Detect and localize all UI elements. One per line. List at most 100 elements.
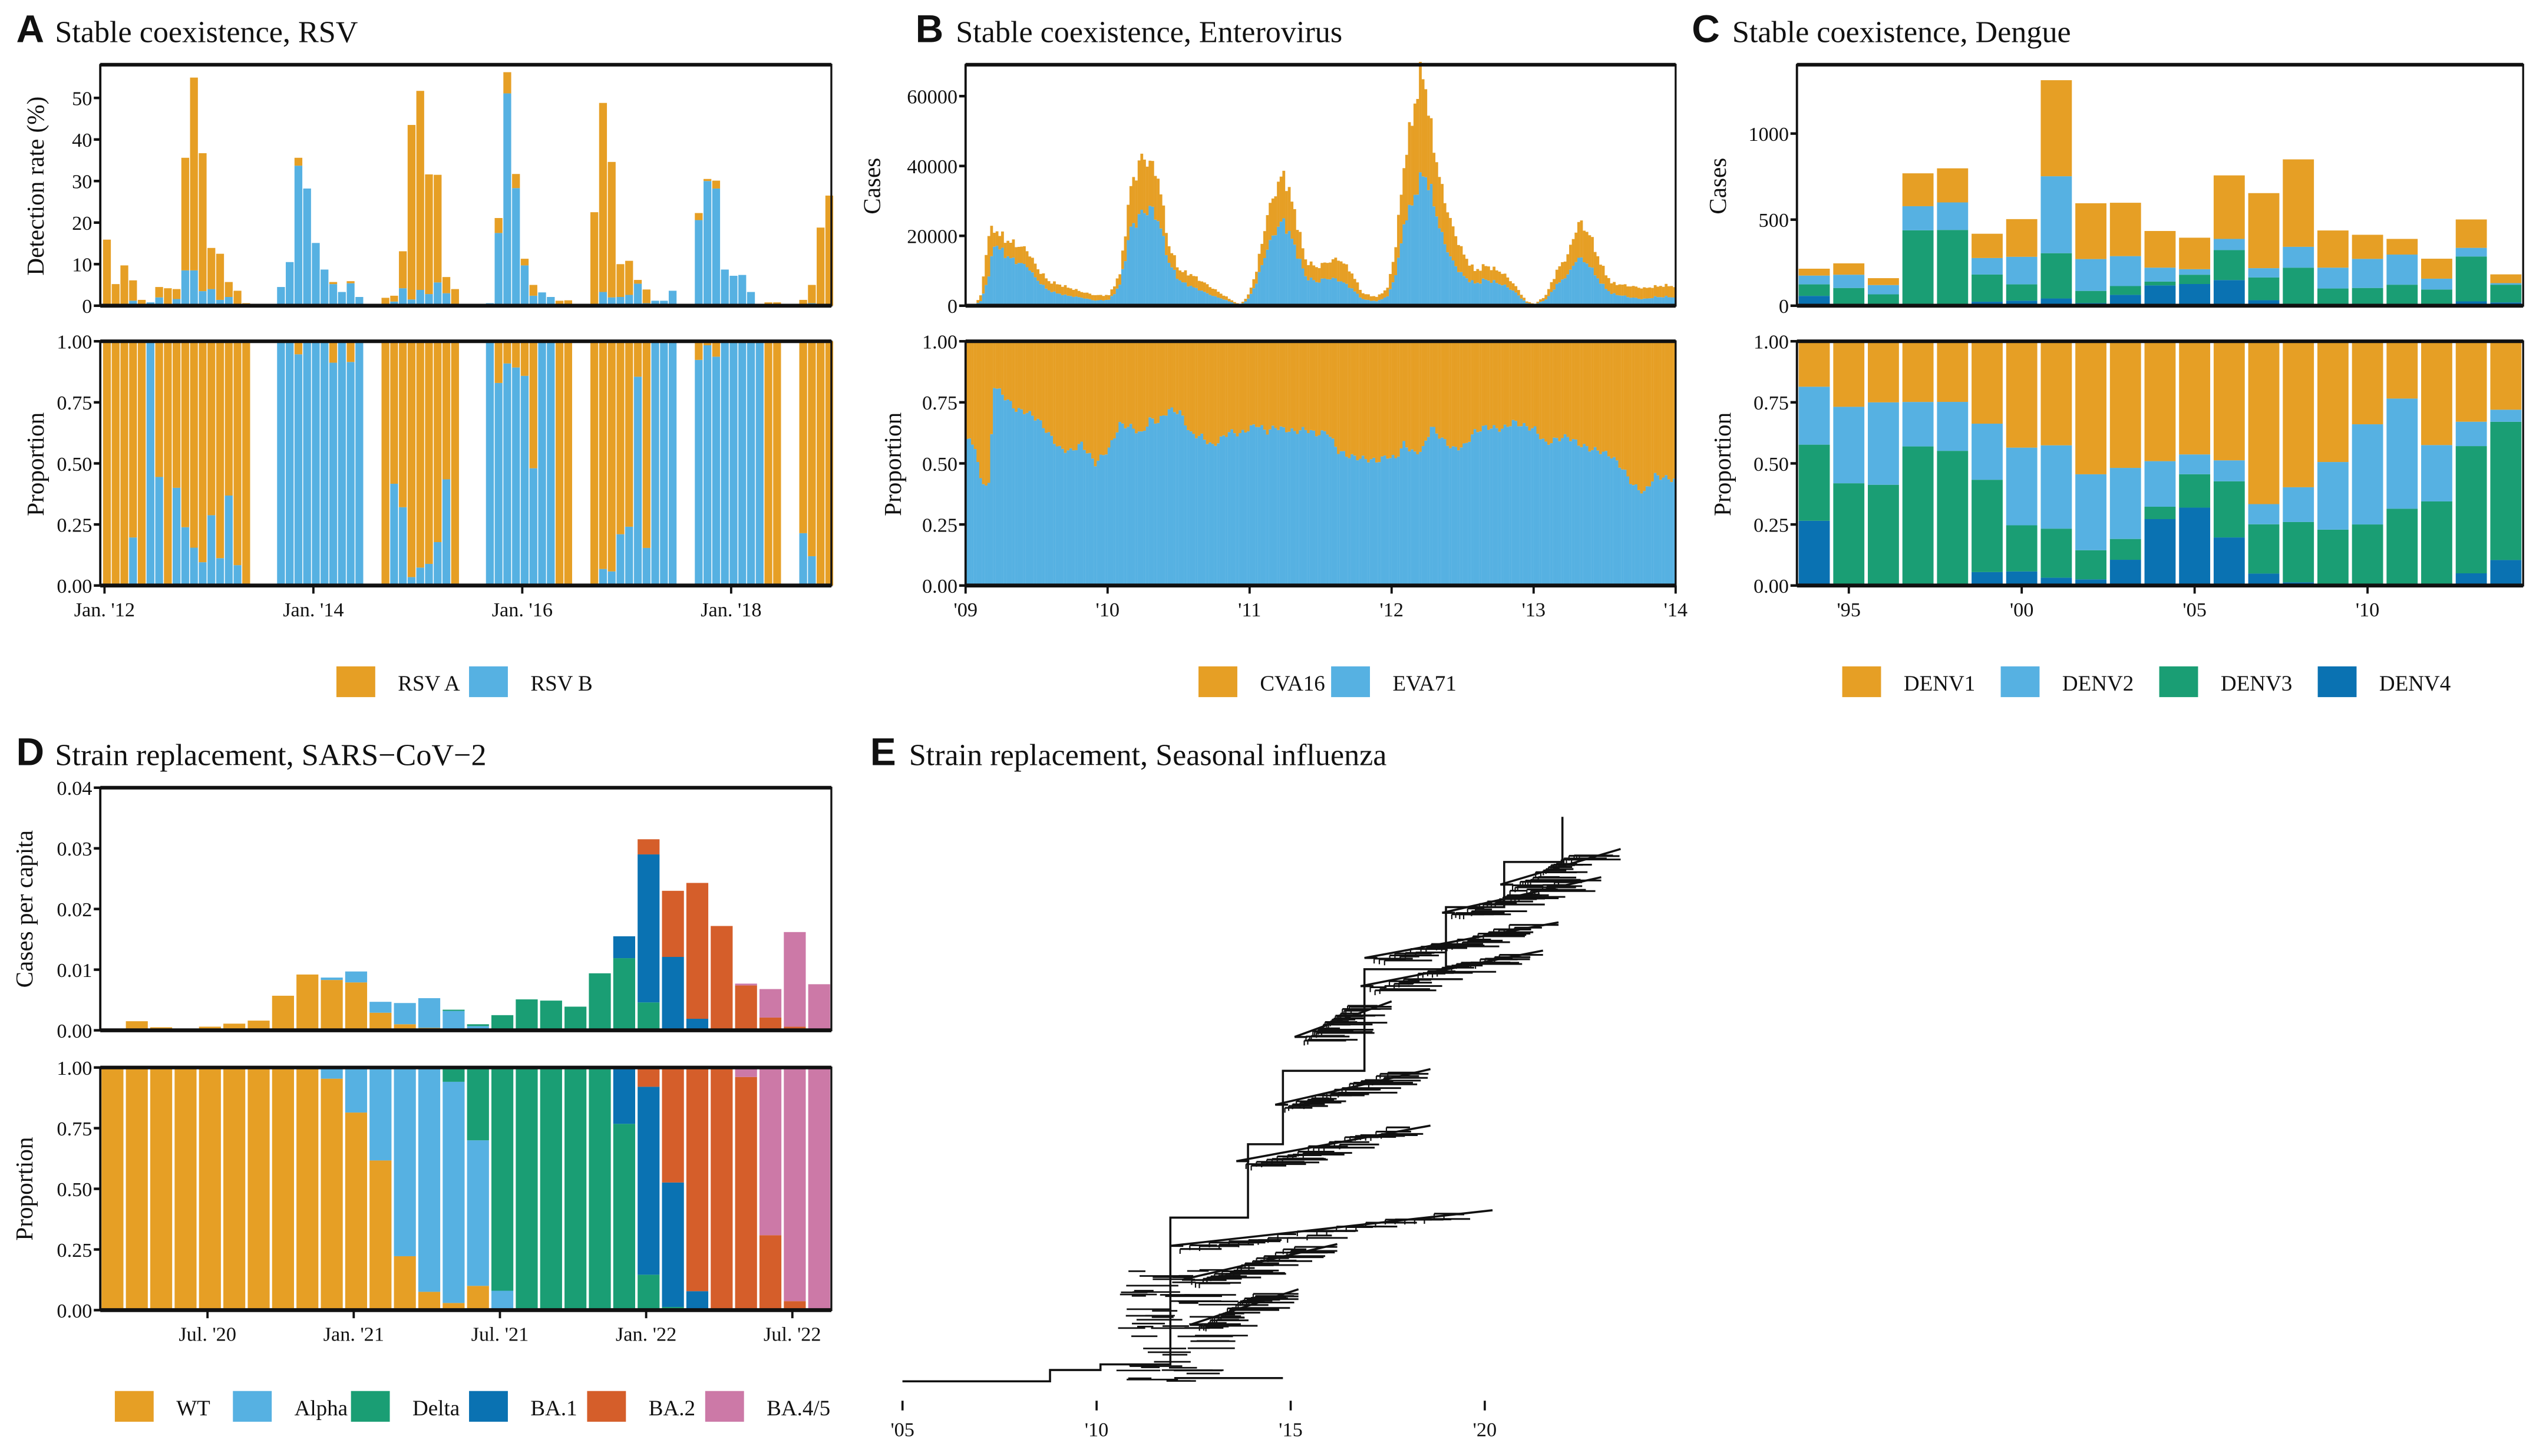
- bar-segment: [1066, 295, 1070, 306]
- bar-segment: [494, 233, 503, 306]
- bar-segment: [1151, 418, 1154, 586]
- bar-segment: [1285, 191, 1288, 234]
- bar-segment: [1339, 281, 1343, 306]
- bar-segment: [808, 1067, 830, 1310]
- bar-segment: [120, 265, 128, 306]
- bar-segment: [1315, 341, 1318, 437]
- bar-segment: [425, 294, 433, 306]
- x-tick-label: Jul. '20: [179, 1323, 236, 1346]
- bar-segment: [2455, 341, 2487, 422]
- bar-segment: [1868, 341, 1899, 402]
- bar-segment: [735, 983, 757, 986]
- y-tick-label: 0: [1779, 295, 1789, 318]
- bar-segment: [1350, 454, 1354, 586]
- bar-segment: [1378, 462, 1381, 586]
- bar-segment: [590, 212, 599, 306]
- bar-segment: [1389, 289, 1392, 306]
- bar-segment: [1637, 490, 1640, 586]
- legend-label: WT: [176, 1396, 210, 1421]
- bar-segment: [1868, 285, 1899, 295]
- panel-title: Strain replacement, Seasonal influenza: [909, 738, 1387, 772]
- bar-segment: [2006, 256, 2038, 285]
- bar-segment: [1077, 290, 1081, 298]
- bar-segment: [1972, 424, 2003, 480]
- bar-segment: [126, 1021, 148, 1031]
- bar-segment: [1137, 214, 1141, 306]
- bar-segment: [738, 341, 747, 586]
- bar-segment: [642, 341, 650, 548]
- bar-segment: [137, 341, 146, 586]
- bar-segment: [1399, 341, 1403, 448]
- bar-segment: [1634, 484, 1638, 586]
- bar-segment: [425, 174, 433, 295]
- bar-segment: [216, 558, 224, 586]
- bar-segment: [1009, 243, 1012, 259]
- bar-segment: [2455, 573, 2487, 586]
- bar-segment: [173, 289, 181, 299]
- bar-segment: [1102, 341, 1105, 455]
- bar-segment: [2075, 341, 2106, 474]
- bar-segment: [985, 341, 988, 486]
- bar-segment: [1003, 243, 1007, 258]
- bar-segment: [1416, 98, 1419, 195]
- bar-segment: [126, 1067, 148, 1310]
- bar-segment: [312, 341, 320, 586]
- bar-segment: [1107, 341, 1111, 448]
- bar-segment: [129, 301, 137, 306]
- bar-segment: [329, 282, 338, 285]
- bar-segment: [747, 292, 755, 306]
- bar-segment: [1550, 341, 1553, 444]
- bar-segment: [2144, 461, 2176, 507]
- bar-segment: [1593, 341, 1597, 447]
- tree-clade-spine: [1274, 1068, 1431, 1106]
- bar-segment: [1479, 283, 1482, 306]
- bar-segment: [1451, 226, 1455, 261]
- bar-segment: [808, 341, 816, 556]
- bar-segment: [1544, 295, 1548, 299]
- bar-segment: [625, 295, 633, 306]
- bar-segment: [1039, 341, 1042, 421]
- panel-letter: C: [1692, 6, 1720, 50]
- bar-segment: [982, 276, 985, 294]
- bar-segment: [1225, 296, 1228, 301]
- tree-trunk: [902, 817, 1564, 1383]
- bar-segment: [2179, 283, 2211, 306]
- bar-segment: [2179, 269, 2211, 275]
- bar-segment: [137, 299, 146, 306]
- bar-segment: [233, 290, 242, 305]
- bar-segment: [2040, 80, 2072, 177]
- bar-segment: [2109, 256, 2141, 286]
- bar-segment: [1192, 276, 1196, 288]
- bar-segment: [2386, 255, 2418, 285]
- bar-segment: [2109, 560, 2141, 586]
- bar-segment: [1342, 282, 1346, 306]
- bar-segment: [1571, 341, 1575, 440]
- bar-segment: [633, 283, 642, 306]
- bar-segment: [1643, 491, 1646, 586]
- bar-segment: [1088, 453, 1092, 586]
- bar-segment: [1050, 341, 1054, 436]
- bar-segment: [2213, 481, 2245, 538]
- y-tick-label: 1000: [1748, 123, 1789, 146]
- bar-segment: [1550, 292, 1553, 306]
- y-axis-label-top: Cases: [1704, 158, 1731, 214]
- bar-segment: [1175, 414, 1179, 586]
- bar-segment: [1397, 341, 1400, 457]
- bar-segment: [1490, 428, 1493, 586]
- bar-segment: [1187, 275, 1190, 287]
- bar-segment: [2317, 462, 2349, 530]
- bar-segment: [1135, 341, 1138, 434]
- bar-segment: [998, 236, 1002, 250]
- bar-segment: [2075, 550, 2106, 580]
- bar-segment: [1317, 282, 1321, 306]
- bar-segment: [1580, 257, 1583, 306]
- bar-segment: [1868, 484, 1899, 586]
- bar-segment: [979, 478, 982, 586]
- bar-segment: [1345, 341, 1348, 457]
- bar-segment: [1257, 253, 1261, 272]
- bar-segment: [1110, 296, 1114, 306]
- bar-segment: [686, 1067, 709, 1292]
- bar-segment: [1520, 295, 1523, 299]
- bar-segment: [1364, 294, 1368, 300]
